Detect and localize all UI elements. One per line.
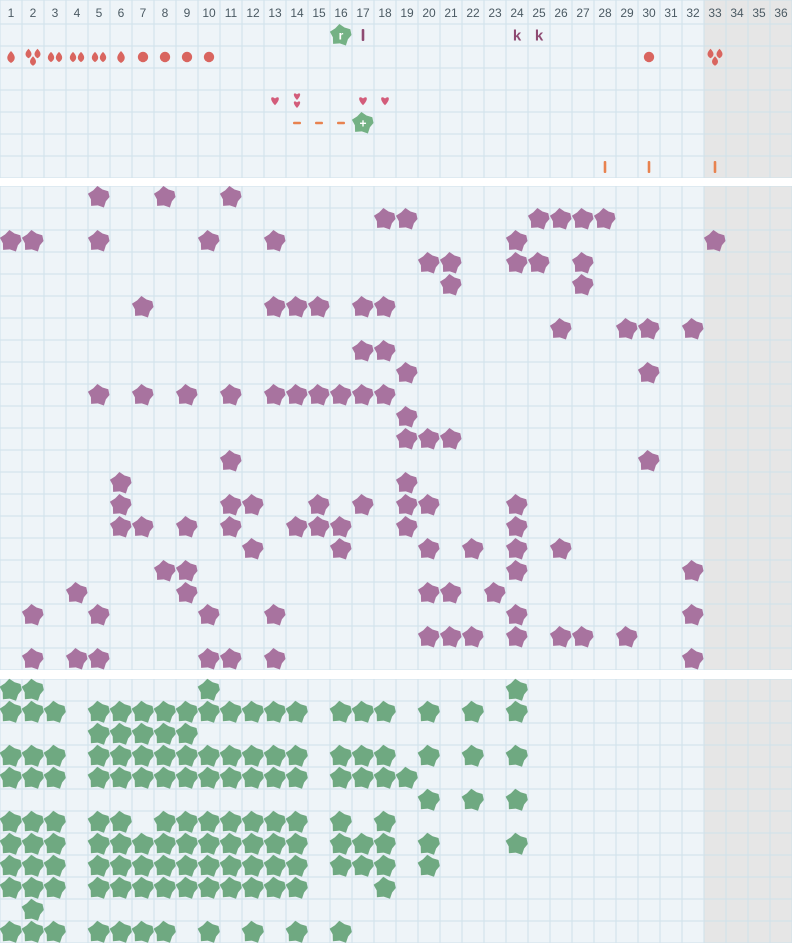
svg-text:23: 23 (488, 6, 502, 20)
svg-text:5: 5 (96, 6, 103, 20)
svg-text:7: 7 (140, 6, 147, 20)
svg-text:14: 14 (290, 6, 304, 20)
svg-text:26: 26 (554, 6, 568, 20)
svg-text:36: 36 (774, 6, 788, 20)
svg-text:16: 16 (334, 6, 348, 20)
svg-text:28: 28 (598, 6, 612, 20)
svg-text:19: 19 (400, 6, 414, 20)
svg-text:11: 11 (225, 6, 238, 20)
svg-text:21: 21 (444, 6, 458, 20)
svg-text:31: 31 (664, 6, 678, 20)
svg-text:22: 22 (466, 6, 480, 20)
svg-text:2: 2 (30, 6, 37, 20)
svg-text:10: 10 (202, 6, 216, 20)
svg-text:4: 4 (74, 6, 81, 20)
svg-text:20: 20 (422, 6, 436, 20)
svg-text:k: k (513, 28, 522, 45)
svg-text:32: 32 (686, 6, 700, 20)
svg-text:6: 6 (118, 6, 125, 20)
svg-text:35: 35 (752, 6, 766, 20)
svg-text:17: 17 (356, 6, 370, 20)
svg-text:25: 25 (532, 6, 546, 20)
svg-text:8: 8 (162, 6, 169, 20)
svg-text:30: 30 (642, 6, 656, 20)
svg-text:k: k (535, 28, 544, 45)
svg-text:3: 3 (52, 6, 59, 20)
svg-text:34: 34 (730, 6, 744, 20)
svg-text:18: 18 (378, 6, 392, 20)
svg-text:29: 29 (620, 6, 634, 20)
svg-text:15: 15 (312, 6, 326, 20)
svg-text:9: 9 (184, 6, 191, 20)
svg-text:33: 33 (708, 6, 722, 20)
svg-text:27: 27 (576, 6, 590, 20)
svg-text:r: r (339, 29, 344, 43)
svg-text:+: + (359, 117, 366, 131)
svg-text:13: 13 (268, 6, 282, 20)
svg-text:24: 24 (510, 6, 524, 20)
svg-text:1: 1 (8, 6, 15, 20)
svg-text:12: 12 (246, 6, 260, 20)
